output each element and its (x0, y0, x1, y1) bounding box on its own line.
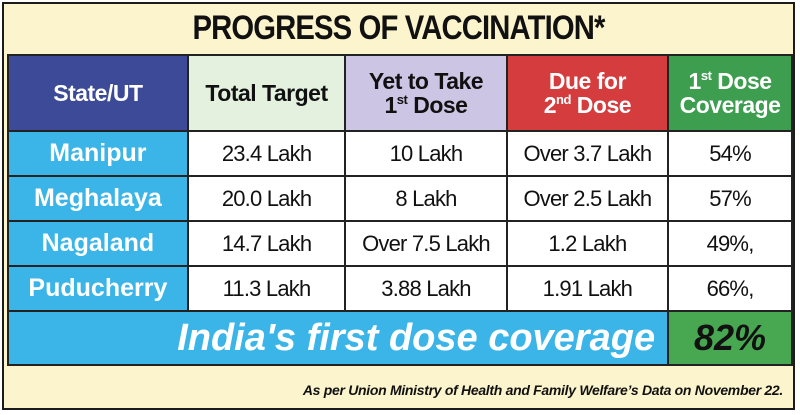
vaccination-table: State/UT Total Target Yet to Take 1st Do… (6, 54, 793, 366)
total-target-cell: 23.4 Lakh (186, 130, 347, 177)
due-second-dose-cell: Over 3.7 Lakh (505, 130, 670, 177)
india-coverage-value: 82% (667, 310, 793, 366)
state-cell: Manipur (7, 130, 189, 177)
due-second-dose-cell: 1.91 Lakh (505, 265, 670, 312)
coverage-cell: 49%, (667, 220, 793, 267)
total-target-cell: 20.0 Lakh (186, 175, 347, 222)
table-row: Meghalaya 20.0 Lakh 8 Lakh Over 2.5 Lakh… (7, 175, 793, 222)
total-target-cell: 11.3 Lakh (186, 265, 347, 312)
header-yet-to-take: Yet to Take 1st Dose (344, 54, 508, 132)
summary-row: India's first dose coverage 82% (6, 310, 793, 366)
infographic-title: PROGRESS OF VACCINATION* (192, 9, 605, 47)
header-first-dose-coverage: 1st Dose Coverage (667, 54, 793, 132)
header-total-target: Total Target (186, 54, 347, 132)
coverage-cell: 66%, (667, 265, 793, 312)
coverage-cell: 57% (667, 175, 793, 222)
due-second-dose-cell: 1.2 Lakh (505, 220, 670, 267)
state-cell: Puducherry (7, 265, 189, 312)
table-row: Manipur 23.4 Lakh 10 Lakh Over 3.7 Lakh … (7, 130, 793, 177)
infographic-card: PROGRESS OF VACCINATION* State/UT Total … (2, 2, 795, 410)
coverage-cell: 54% (667, 130, 793, 177)
due-second-dose-cell: Over 2.5 Lakh (505, 175, 670, 222)
header-due-second-dose: Due for 2nd Dose (505, 54, 670, 132)
yet-to-take-cell: 8 Lakh (344, 175, 508, 222)
total-target-cell: 14.7 Lakh (186, 220, 347, 267)
table-row: Puducherry 11.3 Lakh 3.88 Lakh 1.91 Lakh… (7, 265, 793, 312)
yet-to-take-cell: 3.88 Lakh (344, 265, 508, 312)
india-coverage-label: India's first dose coverage (6, 310, 670, 366)
table-header-row: State/UT Total Target Yet to Take 1st Do… (7, 54, 793, 132)
yet-to-take-cell: 10 Lakh (344, 130, 508, 177)
state-cell: Nagaland (7, 220, 189, 267)
table-row: Nagaland 14.7 Lakh Over 7.5 Lakh 1.2 Lak… (7, 220, 793, 267)
yet-to-take-cell: Over 7.5 Lakh (344, 220, 508, 267)
state-cell: Meghalaya (7, 175, 189, 222)
header-state: State/UT (7, 54, 189, 132)
source-note: As per Union Ministry of Health and Fami… (302, 382, 783, 398)
